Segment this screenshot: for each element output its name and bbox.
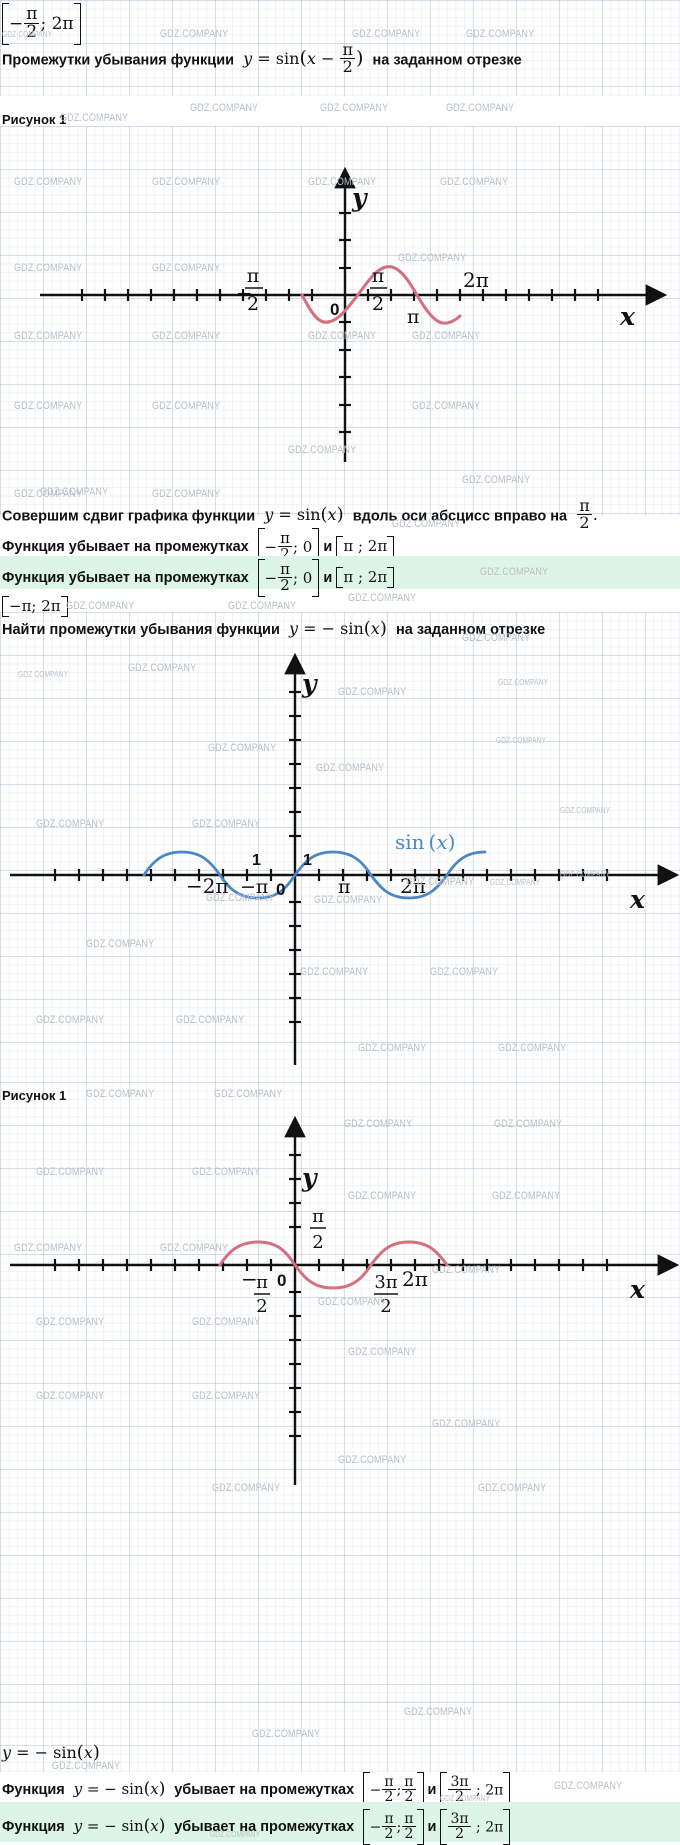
figure1-curve (300, 265, 462, 325)
section2-answer-mid: убывает на промежутках (174, 1781, 355, 1798)
section1-interval: − π 2; 2π (2, 3, 81, 45)
figure2-legend-label: sin (x) (395, 830, 455, 854)
graph-paper-background-top (0, 0, 680, 96)
figure2-svg: −2π −π 0 π 2π 1 1 y x sin (x) (10, 652, 680, 1065)
watermark: GDZ.COMPANY (320, 102, 389, 114)
figure2-label-x-axis: x (629, 885, 646, 914)
figure3-svg: − π 2 0 π 2 3π 2 2π y x (10, 1115, 680, 1485)
figure1-label-neg-pi-over-2: π 2 (245, 265, 263, 315)
figure3-x-ticks (53, 1259, 609, 1271)
figure1-svg: − π 2 π 2 π 2π 0 y x (40, 166, 668, 462)
section1-shift-mid: вдоль оси абсцисс вправо на (352, 508, 568, 525)
figure1-plot: − π 2 π 2 π 2π 0 y x (0, 150, 680, 470)
figure3-y-ticks (289, 1153, 301, 1438)
section2-interval: −π; 2π (2, 595, 68, 617)
watermark: GDZ.COMPANY (228, 600, 297, 612)
svg-text:2: 2 (256, 1296, 267, 1317)
section1-answer-line: Функция убывает на промежутках − π 2; 0 и … (2, 528, 395, 566)
figure3-label-3pi-over-2: 3π 2 (374, 1272, 398, 1317)
watermark: GDZ.COMPANY (190, 102, 259, 114)
figure2-curve (142, 850, 487, 900)
figure3-label-y-axis: y (301, 1163, 318, 1192)
section2-task-text: Найти промежутки убывания функции (2, 622, 280, 638)
figure3-label-x-axis: x (629, 1275, 646, 1304)
section2-answer-highlight-conj: и (427, 1818, 437, 1835)
watermark: GDZ.COMPANY (446, 102, 515, 114)
section2-answer-highlight: Функция y = − sin(x) убывает на промежут… (2, 1809, 511, 1845)
figure2-x-ticks (53, 869, 609, 881)
section1-shift-line: Совершим сдвиг графика функции y = sin(x… (2, 496, 598, 533)
figure2-label-y-one-left: 1 (252, 852, 261, 869)
section1-answer-highlight-conj: и (323, 569, 333, 586)
svg-text:π: π (247, 265, 260, 287)
graph-paper-background-bottom (0, 1702, 680, 1772)
section2-answer-highlight-lead: Функция (2, 1818, 65, 1835)
figure2-label-neg-pi: −π (240, 876, 268, 898)
figure3-label-2pi: 2π (402, 1267, 428, 1291)
figure3-label-neg-pi-over-2: π 2 (254, 1272, 270, 1317)
svg-text:2: 2 (312, 1232, 323, 1253)
figure2-label-neg-2pi: −2π (186, 874, 229, 898)
section1-task-tail: на заданном отрезке (372, 52, 522, 69)
section1-highlight-band (0, 556, 680, 589)
figure2-plot: −2π −π 0 π 2π 1 1 y x sin (x) (0, 650, 680, 1080)
figure2-label-y-one-right: 1 (303, 852, 312, 869)
svg-text:2: 2 (372, 293, 384, 315)
figure3-caption: Рисунок 1 (2, 1088, 67, 1103)
watermark: GDZ.COMPANY (66, 600, 135, 612)
figure1-label-pi-over-2: π 2 (370, 265, 387, 315)
section2-function-expression: y = − sin(x) (2, 1742, 100, 1763)
figure2-label-2pi: 2π (400, 874, 426, 898)
section1-answer-highlight-lead: Функция убывает на промежутках (2, 569, 249, 586)
section1-answer-highlight: Функция убывает на промежутках − π 2; 0 и … (2, 559, 395, 597)
section1-shift-lead: Совершим сдвиг графика функции (2, 508, 256, 525)
section1-task: Промежутки убывания функции y = sin(x − … (2, 40, 522, 77)
section2-answer-line: Функция y = − sin(x) убывает на промежут… (2, 1772, 511, 1808)
svg-text:2: 2 (380, 1296, 391, 1317)
section2-answer-conj: и (427, 1781, 437, 1798)
watermark: GDZ.COMPANY (60, 112, 129, 124)
section2-answer-highlight-mid: убывает на промежутках (174, 1818, 355, 1835)
svg-text:π: π (372, 265, 385, 287)
svg-text:2: 2 (247, 293, 259, 315)
figure1-y-ticks (339, 211, 351, 434)
figure3-label-origin: 0 (277, 1271, 286, 1290)
figure1-label-pi: π (407, 306, 420, 328)
figure1-label-origin: 0 (330, 300, 339, 319)
figure3-label-pi-over-2: π 2 (310, 1206, 326, 1253)
figure3-curve (218, 1240, 449, 1290)
figure1-label-neg-pi-2: − (236, 281, 253, 305)
section2-task-tail: на заданном отрезке (395, 622, 546, 638)
section1-task-text: Промежутки убывания функции (2, 52, 235, 69)
figure1-label-x-axis: x (619, 302, 636, 331)
figure2-label-y-axis: y (301, 669, 318, 698)
svg-text:3π: 3π (374, 1272, 397, 1293)
figure1-caption: Рисунок 1 (2, 112, 67, 127)
section2-highlight-band (0, 1802, 680, 1842)
figure3-plot: − π 2 0 π 2 3π 2 2π y x (0, 1100, 680, 1500)
section2-answer-lead: Функция (2, 1781, 65, 1798)
figure2-label-origin: 0 (276, 880, 285, 899)
graph-paper-background-figure2 (0, 612, 680, 1082)
graph-paper-background-figure3 (0, 1082, 680, 1702)
svg-text:π: π (256, 1272, 268, 1293)
figure1-label-2pi: 2π (463, 268, 489, 292)
figure2-label-pi: π (338, 876, 351, 898)
watermark: GDZ.COMPANY (348, 592, 417, 604)
figure3-label-minus: − (241, 1267, 258, 1291)
section2-task: Найти промежутки убывания функции y = − … (2, 618, 546, 639)
figure2-y-ticks (289, 690, 301, 1024)
figure1-label-y-axis: y (351, 183, 368, 212)
figure1-x-ticks (80, 289, 600, 301)
watermark: GDZ.COMPANY (554, 1780, 623, 1792)
section1-answer-lead: Функция убывает на промежутках (2, 538, 249, 555)
svg-text:π: π (312, 1206, 324, 1227)
section1-answer-conj: и (323, 538, 333, 555)
